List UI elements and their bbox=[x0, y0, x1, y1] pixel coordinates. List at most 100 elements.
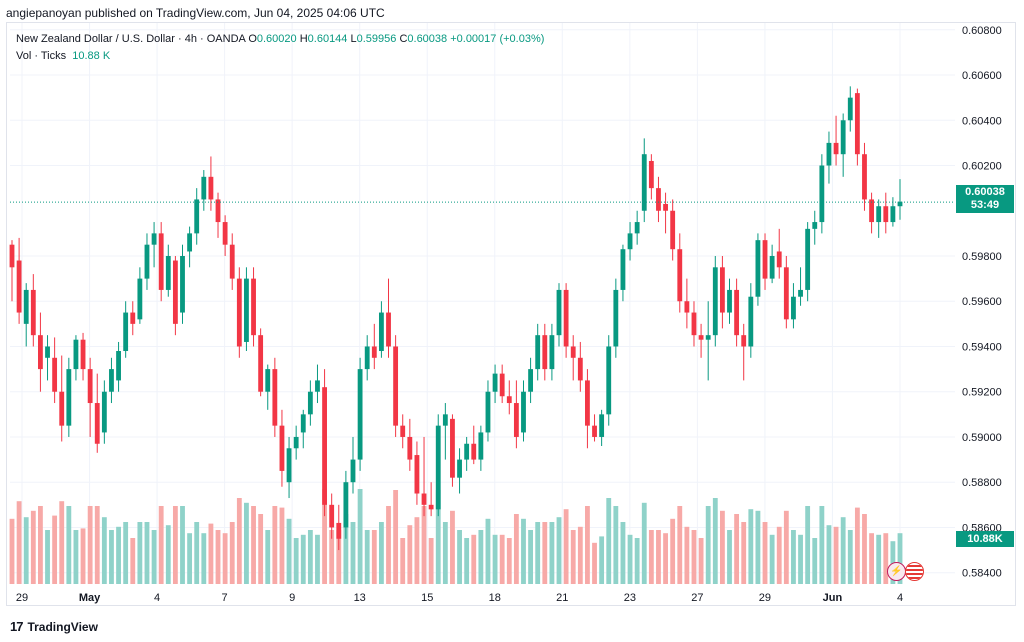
volume-bar bbox=[478, 530, 484, 584]
y-tick-label: 0.60200 bbox=[962, 161, 1002, 173]
candle-body bbox=[251, 278, 256, 336]
candle-body bbox=[499, 373, 505, 397]
candle-body bbox=[648, 160, 654, 189]
volume-bar bbox=[521, 518, 526, 584]
candle-body bbox=[826, 142, 832, 166]
volume-bar bbox=[450, 510, 455, 584]
footer-branding[interactable]: 17 TradingView bbox=[10, 619, 98, 634]
y-tick-label: 0.59400 bbox=[962, 341, 1002, 353]
candle-body bbox=[16, 260, 22, 313]
volume-bar bbox=[648, 530, 654, 584]
volume-bar bbox=[400, 538, 406, 584]
volume-bar bbox=[627, 534, 633, 584]
candle-body bbox=[606, 346, 612, 415]
candle-body bbox=[549, 335, 555, 370]
candle-body bbox=[798, 289, 803, 297]
low-value: 0.59956 bbox=[356, 33, 397, 45]
volume-bar bbox=[59, 501, 65, 584]
candle-body bbox=[215, 199, 221, 223]
candle-body bbox=[45, 346, 50, 358]
volume-bar bbox=[244, 502, 249, 584]
candle-body bbox=[819, 165, 825, 223]
candle-body bbox=[101, 391, 107, 433]
volume-bar bbox=[172, 506, 178, 584]
volume-bar bbox=[712, 498, 718, 584]
volume-bar bbox=[570, 530, 576, 584]
candle-body bbox=[87, 369, 93, 404]
candle-body bbox=[38, 335, 43, 370]
volume-bar bbox=[336, 530, 342, 584]
candle-body bbox=[897, 201, 903, 207]
publisher-byline: angiepanoyan published on TradingView.co… bbox=[6, 6, 385, 20]
candle-body bbox=[556, 289, 562, 336]
volume-bar bbox=[158, 506, 164, 584]
y-tick-label: 0.59000 bbox=[962, 432, 1002, 444]
y-tick-label: 0.60400 bbox=[962, 115, 1002, 127]
volume-bar bbox=[45, 530, 50, 584]
candle-body bbox=[748, 296, 754, 347]
candle-body bbox=[485, 391, 491, 433]
candle-body bbox=[336, 522, 342, 539]
volume-bar bbox=[656, 530, 661, 584]
volume-bar bbox=[194, 522, 200, 584]
y-tick-label: 0.59600 bbox=[962, 296, 1002, 308]
ohlc-legend: New Zealand Dollar / U.S. Dollar · 4h · … bbox=[16, 33, 544, 45]
volume-bar bbox=[350, 522, 356, 584]
candle-body bbox=[854, 93, 860, 155]
volume-bar bbox=[677, 506, 683, 584]
candle-body bbox=[165, 255, 171, 290]
grid-lines bbox=[10, 23, 955, 584]
candle-body bbox=[428, 504, 434, 510]
event-marker-icon[interactable]: ⚡ bbox=[887, 562, 906, 581]
candle-body bbox=[762, 240, 768, 279]
candle-body bbox=[535, 335, 541, 370]
candle-body bbox=[677, 249, 683, 302]
volume-bar bbox=[499, 534, 505, 584]
candle-body bbox=[592, 425, 597, 437]
volume-bar bbox=[670, 518, 676, 584]
volume-bar bbox=[130, 538, 136, 584]
volume-bar bbox=[755, 510, 761, 584]
volume-bar bbox=[634, 538, 640, 584]
candle-body bbox=[279, 425, 285, 471]
candle-body bbox=[357, 369, 363, 460]
volume-bar bbox=[123, 522, 129, 584]
volume-bar bbox=[513, 514, 519, 584]
x-tick-label: 29 bbox=[16, 592, 28, 604]
candle-body bbox=[208, 176, 214, 200]
volume-bar bbox=[869, 533, 874, 584]
volume-bar bbox=[528, 530, 534, 584]
candle-body bbox=[386, 312, 391, 347]
candle-body bbox=[80, 339, 86, 370]
candle-body bbox=[670, 210, 676, 250]
candle-body bbox=[634, 222, 640, 234]
volume-bar bbox=[315, 534, 320, 584]
candle-body bbox=[265, 369, 271, 392]
candle-body bbox=[719, 267, 725, 313]
candle-body bbox=[66, 369, 72, 426]
volume-bar bbox=[606, 498, 612, 584]
candle-body bbox=[847, 97, 853, 121]
candle-body bbox=[371, 346, 377, 358]
volume-bar bbox=[343, 514, 349, 584]
candle-body bbox=[862, 154, 867, 200]
candle-body bbox=[542, 335, 548, 370]
candle-body bbox=[776, 251, 782, 268]
candle-body bbox=[876, 206, 882, 223]
x-tick-label: 13 bbox=[354, 592, 366, 604]
volume-bar bbox=[663, 533, 668, 584]
volume-bar bbox=[826, 525, 832, 584]
volume-bar bbox=[798, 534, 803, 584]
volume-bar bbox=[201, 533, 207, 584]
us-flag-icon[interactable] bbox=[905, 562, 924, 581]
candle-body bbox=[194, 199, 200, 234]
candle-body bbox=[506, 396, 512, 404]
volume-bar bbox=[727, 530, 732, 584]
volume-bar bbox=[307, 530, 313, 584]
volume-bar bbox=[80, 528, 86, 584]
volume-bar bbox=[833, 526, 839, 584]
candle-body bbox=[236, 278, 242, 347]
volume-bar bbox=[322, 489, 327, 584]
y-tick-label: 0.60600 bbox=[962, 70, 1002, 82]
